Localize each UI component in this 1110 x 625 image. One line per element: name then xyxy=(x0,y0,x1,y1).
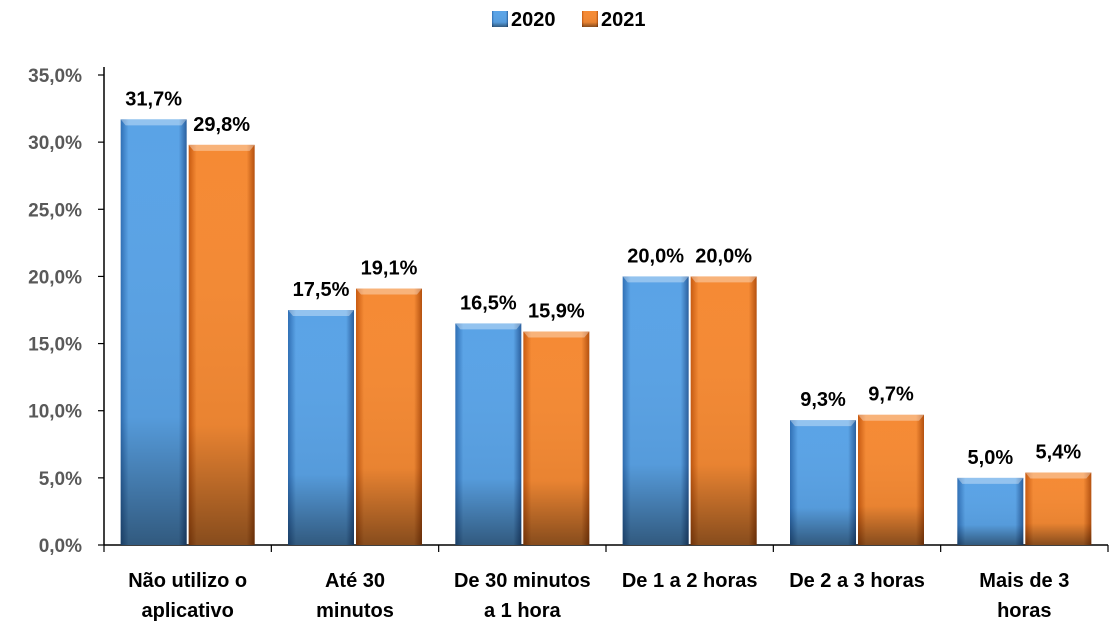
legend-item-2021: 2021 xyxy=(582,9,646,31)
y-tick-label: 25,0% xyxy=(28,200,82,221)
bar-2021-0 xyxy=(188,144,255,546)
x-category-line: De 1 a 2 horas xyxy=(622,570,758,592)
bar-bevel xyxy=(622,276,689,283)
bar-shade xyxy=(1025,472,1092,545)
legend-swatch-shade xyxy=(492,11,508,27)
bar-bevel xyxy=(790,420,856,427)
data-label: 5,0% xyxy=(968,447,1014,469)
bar-bevel xyxy=(1025,472,1092,479)
data-label: 29,8% xyxy=(193,114,250,136)
bar-2021-2 xyxy=(523,331,590,545)
bar-bevel xyxy=(288,310,354,316)
x-category-line: De 30 minutos xyxy=(454,570,591,592)
x-category-line: horas xyxy=(997,600,1051,622)
bar-bevel xyxy=(858,414,924,421)
x-category-line: Até 30 xyxy=(325,570,385,592)
x-category-label: Não utilizo o aplicativo xyxy=(128,570,247,622)
x-category-line: aplicativo xyxy=(142,600,234,622)
x-category-line: a 1 hora xyxy=(484,600,562,622)
bar-2021-1 xyxy=(356,288,422,545)
bar-bevel xyxy=(523,331,590,338)
x-category-label: De 30 minutos a 1 hora xyxy=(454,570,591,622)
legend-label: 2021 xyxy=(601,9,646,31)
bar-shade xyxy=(188,144,255,546)
y-tick-label: 5,0% xyxy=(39,469,82,490)
data-label: 20,0% xyxy=(627,245,684,267)
bar-2020-4 xyxy=(790,420,856,545)
x-category-line: De 2 a 3 horas xyxy=(789,570,925,592)
data-label: 17,5% xyxy=(293,279,350,301)
bar-2020-0 xyxy=(120,119,187,546)
bar-bevel xyxy=(356,288,422,295)
bar-bevel xyxy=(455,323,522,330)
bar-shade xyxy=(690,276,757,545)
x-category-line: Não utilizo o xyxy=(128,570,247,592)
y-tick-label: 0,0% xyxy=(39,536,82,557)
data-label: 31,7% xyxy=(125,88,182,110)
data-label: 20,0% xyxy=(695,245,752,267)
data-labels: 31,7% 17,5% 16,5% 20,0% 9,3% 5,0% 29,8% 19,1% 15… xyxy=(125,88,1081,469)
x-category-label: Mais de 3 horas xyxy=(979,570,1069,622)
bar-shade xyxy=(288,310,354,545)
x-axis-labels: Não utilizo o aplicativo Até 30 minutos De 3… xyxy=(128,570,1069,622)
bar-2021-3 xyxy=(690,276,757,545)
bar-bevel xyxy=(188,144,255,151)
x-category-line: minutos xyxy=(316,600,394,622)
bar-shade xyxy=(858,414,924,545)
bar-2020-3 xyxy=(622,276,689,545)
bar-shade xyxy=(455,323,522,545)
y-tick-label: 10,0% xyxy=(28,402,82,423)
bar-shade xyxy=(622,276,689,545)
x-category-label: De 1 a 2 horas xyxy=(622,570,758,592)
legend: 2020 2021 xyxy=(492,9,646,31)
bar-shade xyxy=(356,288,422,545)
data-label: 5,4% xyxy=(1036,441,1082,463)
data-label: 9,7% xyxy=(868,384,914,406)
bar-2021-4 xyxy=(858,414,924,545)
bars xyxy=(120,119,1092,546)
y-tick-label: 20,0% xyxy=(28,267,82,288)
bar-bevel xyxy=(690,276,757,283)
x-category-label: De 2 a 3 horas xyxy=(789,570,925,592)
bar-shade xyxy=(120,119,187,546)
axes: 0,0% 5,0% 10,0% 15,0% 20,0% 25,0% 30,0% 35,0% xyxy=(28,66,1109,557)
data-label: 15,9% xyxy=(528,300,585,322)
x-category-line: Mais de 3 xyxy=(979,570,1069,592)
y-tick-label: 35,0% xyxy=(28,66,82,87)
y-tick-label: 15,0% xyxy=(28,335,82,356)
data-label: 9,3% xyxy=(800,389,846,411)
bar-shade xyxy=(957,477,1024,545)
data-label: 16,5% xyxy=(460,292,517,314)
legend-item-2020: 2020 xyxy=(492,9,556,31)
legend-swatch-shade xyxy=(582,11,598,27)
bar-shade xyxy=(523,331,590,545)
bar-shade xyxy=(790,420,856,545)
bar-bevel xyxy=(957,477,1024,484)
bar-2020-1 xyxy=(288,310,354,545)
data-label: 19,1% xyxy=(361,258,418,280)
legend-label: 2020 xyxy=(511,9,556,31)
bar-2021-5 xyxy=(1025,472,1092,545)
y-tick-label: 30,0% xyxy=(28,133,82,154)
bar-2020-5 xyxy=(957,477,1024,545)
x-category-label: Até 30 minutos xyxy=(316,570,394,622)
bar-2020-2 xyxy=(455,323,522,545)
bar-bevel xyxy=(120,119,187,126)
